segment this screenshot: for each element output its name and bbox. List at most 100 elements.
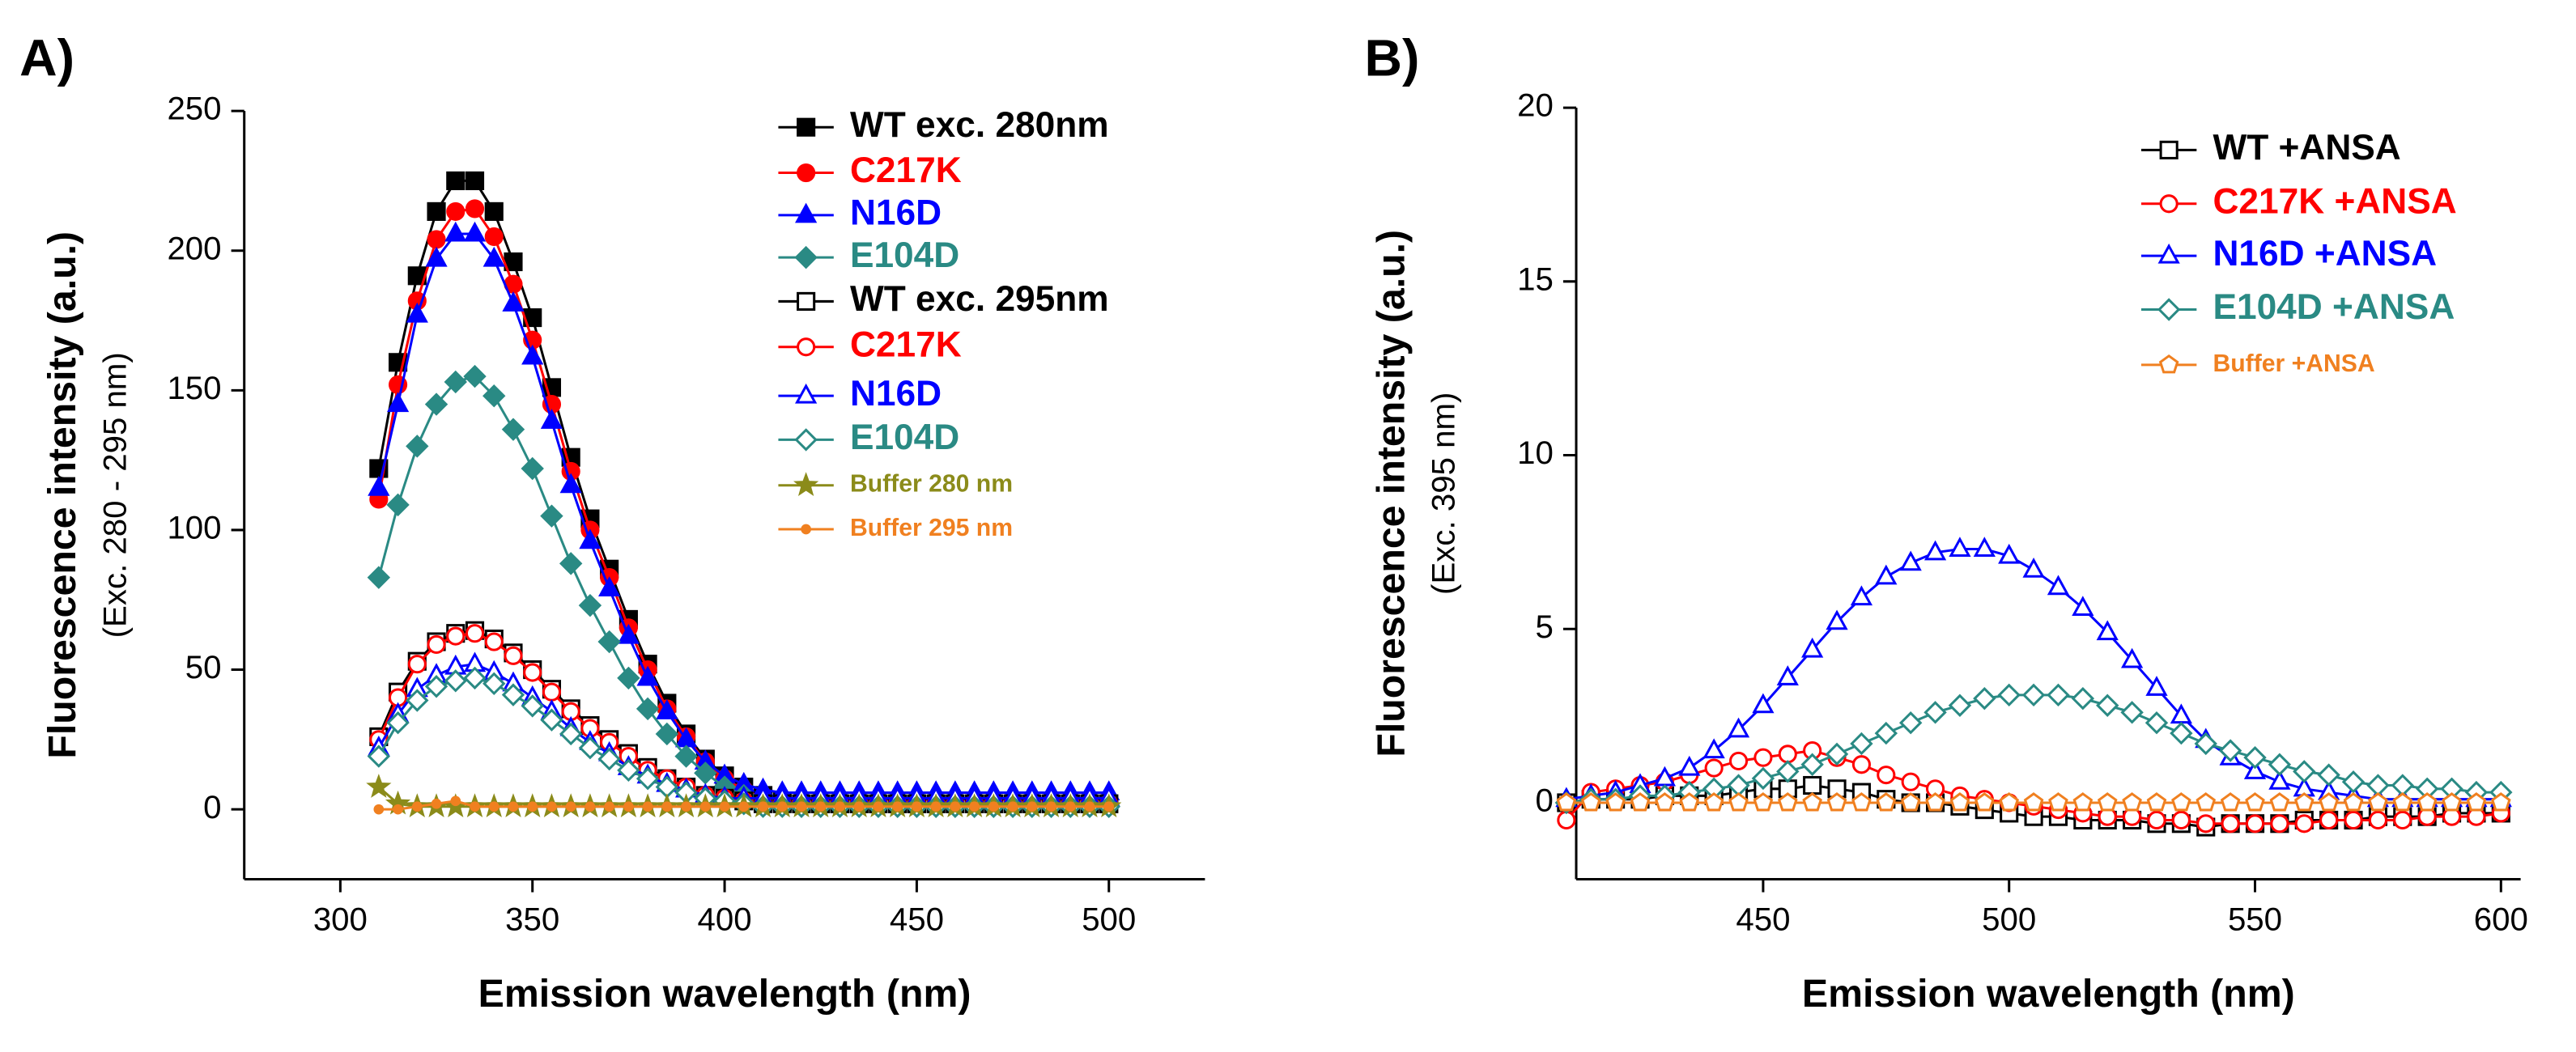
x-tick-label: 600 [2474,901,2528,937]
marker [501,683,525,706]
marker [501,418,525,441]
marker [407,655,427,674]
legend-marker [2157,243,2180,264]
marker [930,801,942,812]
marker [694,761,717,785]
marker [1776,760,1800,783]
marker [1103,801,1115,812]
marker [542,682,562,702]
legend-label: Buffer 295 nm [850,515,1013,541]
marker [444,370,467,394]
marker [2392,792,2413,812]
marker [873,801,884,812]
legend-label: E104D [850,418,959,457]
marker [1065,801,1076,812]
marker [2145,676,2168,696]
marker [2218,739,2242,762]
marker [2048,792,2068,812]
marker [1605,792,1626,812]
marker [366,774,392,798]
marker [2221,814,2240,834]
marker [2466,792,2487,812]
marker [1898,711,1923,735]
marker [2442,792,2462,812]
marker [431,798,442,809]
legend-marker [801,524,811,535]
marker [504,646,523,665]
marker [484,227,504,247]
legend-marker [797,163,816,183]
marker [2417,792,2438,812]
marker [502,291,525,312]
marker [1923,701,1947,724]
marker [2319,810,2339,830]
x-axis-title: Emission wavelength (nm) [478,972,971,1016]
marker [2194,732,2217,756]
marker [2368,810,2387,830]
marker [393,804,403,815]
marker [642,801,653,812]
marker [1850,732,1873,756]
marker [1801,637,1824,658]
marker [2122,792,2142,812]
marker [1973,537,1996,558]
marker [604,801,614,812]
marker [2293,792,2315,812]
marker [1800,753,1824,776]
marker [540,708,563,732]
marker [2243,745,2267,770]
panel-label: B) [1365,29,1420,87]
y-tick-label: 200 [167,230,221,266]
marker [1997,683,2021,707]
marker [1027,801,1038,812]
legend-marker [795,202,818,223]
y-axis-title: Fluorescence intensity (a.u.) [40,231,84,759]
marker [853,801,865,812]
marker [565,801,576,812]
marker [2319,792,2339,812]
marker [2196,792,2217,812]
marker [446,626,465,646]
x-tick-label: 450 [890,901,944,937]
marker [1728,792,1749,812]
marker [2145,711,2169,735]
marker [2393,810,2412,830]
marker [427,230,446,249]
marker [1999,792,2019,812]
marker [623,801,634,812]
marker [2391,774,2414,797]
marker [2071,686,2095,711]
marker [444,669,467,693]
legend-marker [797,291,816,311]
marker [912,801,922,812]
marker [1753,748,1773,767]
marker [2072,596,2094,617]
marker [540,504,563,528]
marker [2196,814,2216,834]
marker [1727,717,1750,738]
marker [1825,742,1849,766]
marker [681,801,691,812]
marker [465,171,485,190]
marker [2096,694,2119,717]
y-tick-label: 0 [1535,783,1553,819]
legend-label: N16D +ANSA [2213,234,2437,274]
legend-label: E104D [850,235,959,275]
legend-marker [795,383,818,404]
marker [521,694,544,718]
legend-marker [2159,140,2179,159]
marker [1900,792,1921,812]
marker [488,801,499,812]
marker [1580,792,1601,812]
marker [386,493,410,517]
marker [559,722,583,746]
marker [1975,792,1995,812]
x-tick-label: 300 [313,901,368,937]
marker [2366,774,2390,797]
marker [1874,721,1898,745]
marker [1949,792,1970,812]
marker [1850,585,1873,606]
marker [540,409,563,429]
marker [1877,766,1896,785]
